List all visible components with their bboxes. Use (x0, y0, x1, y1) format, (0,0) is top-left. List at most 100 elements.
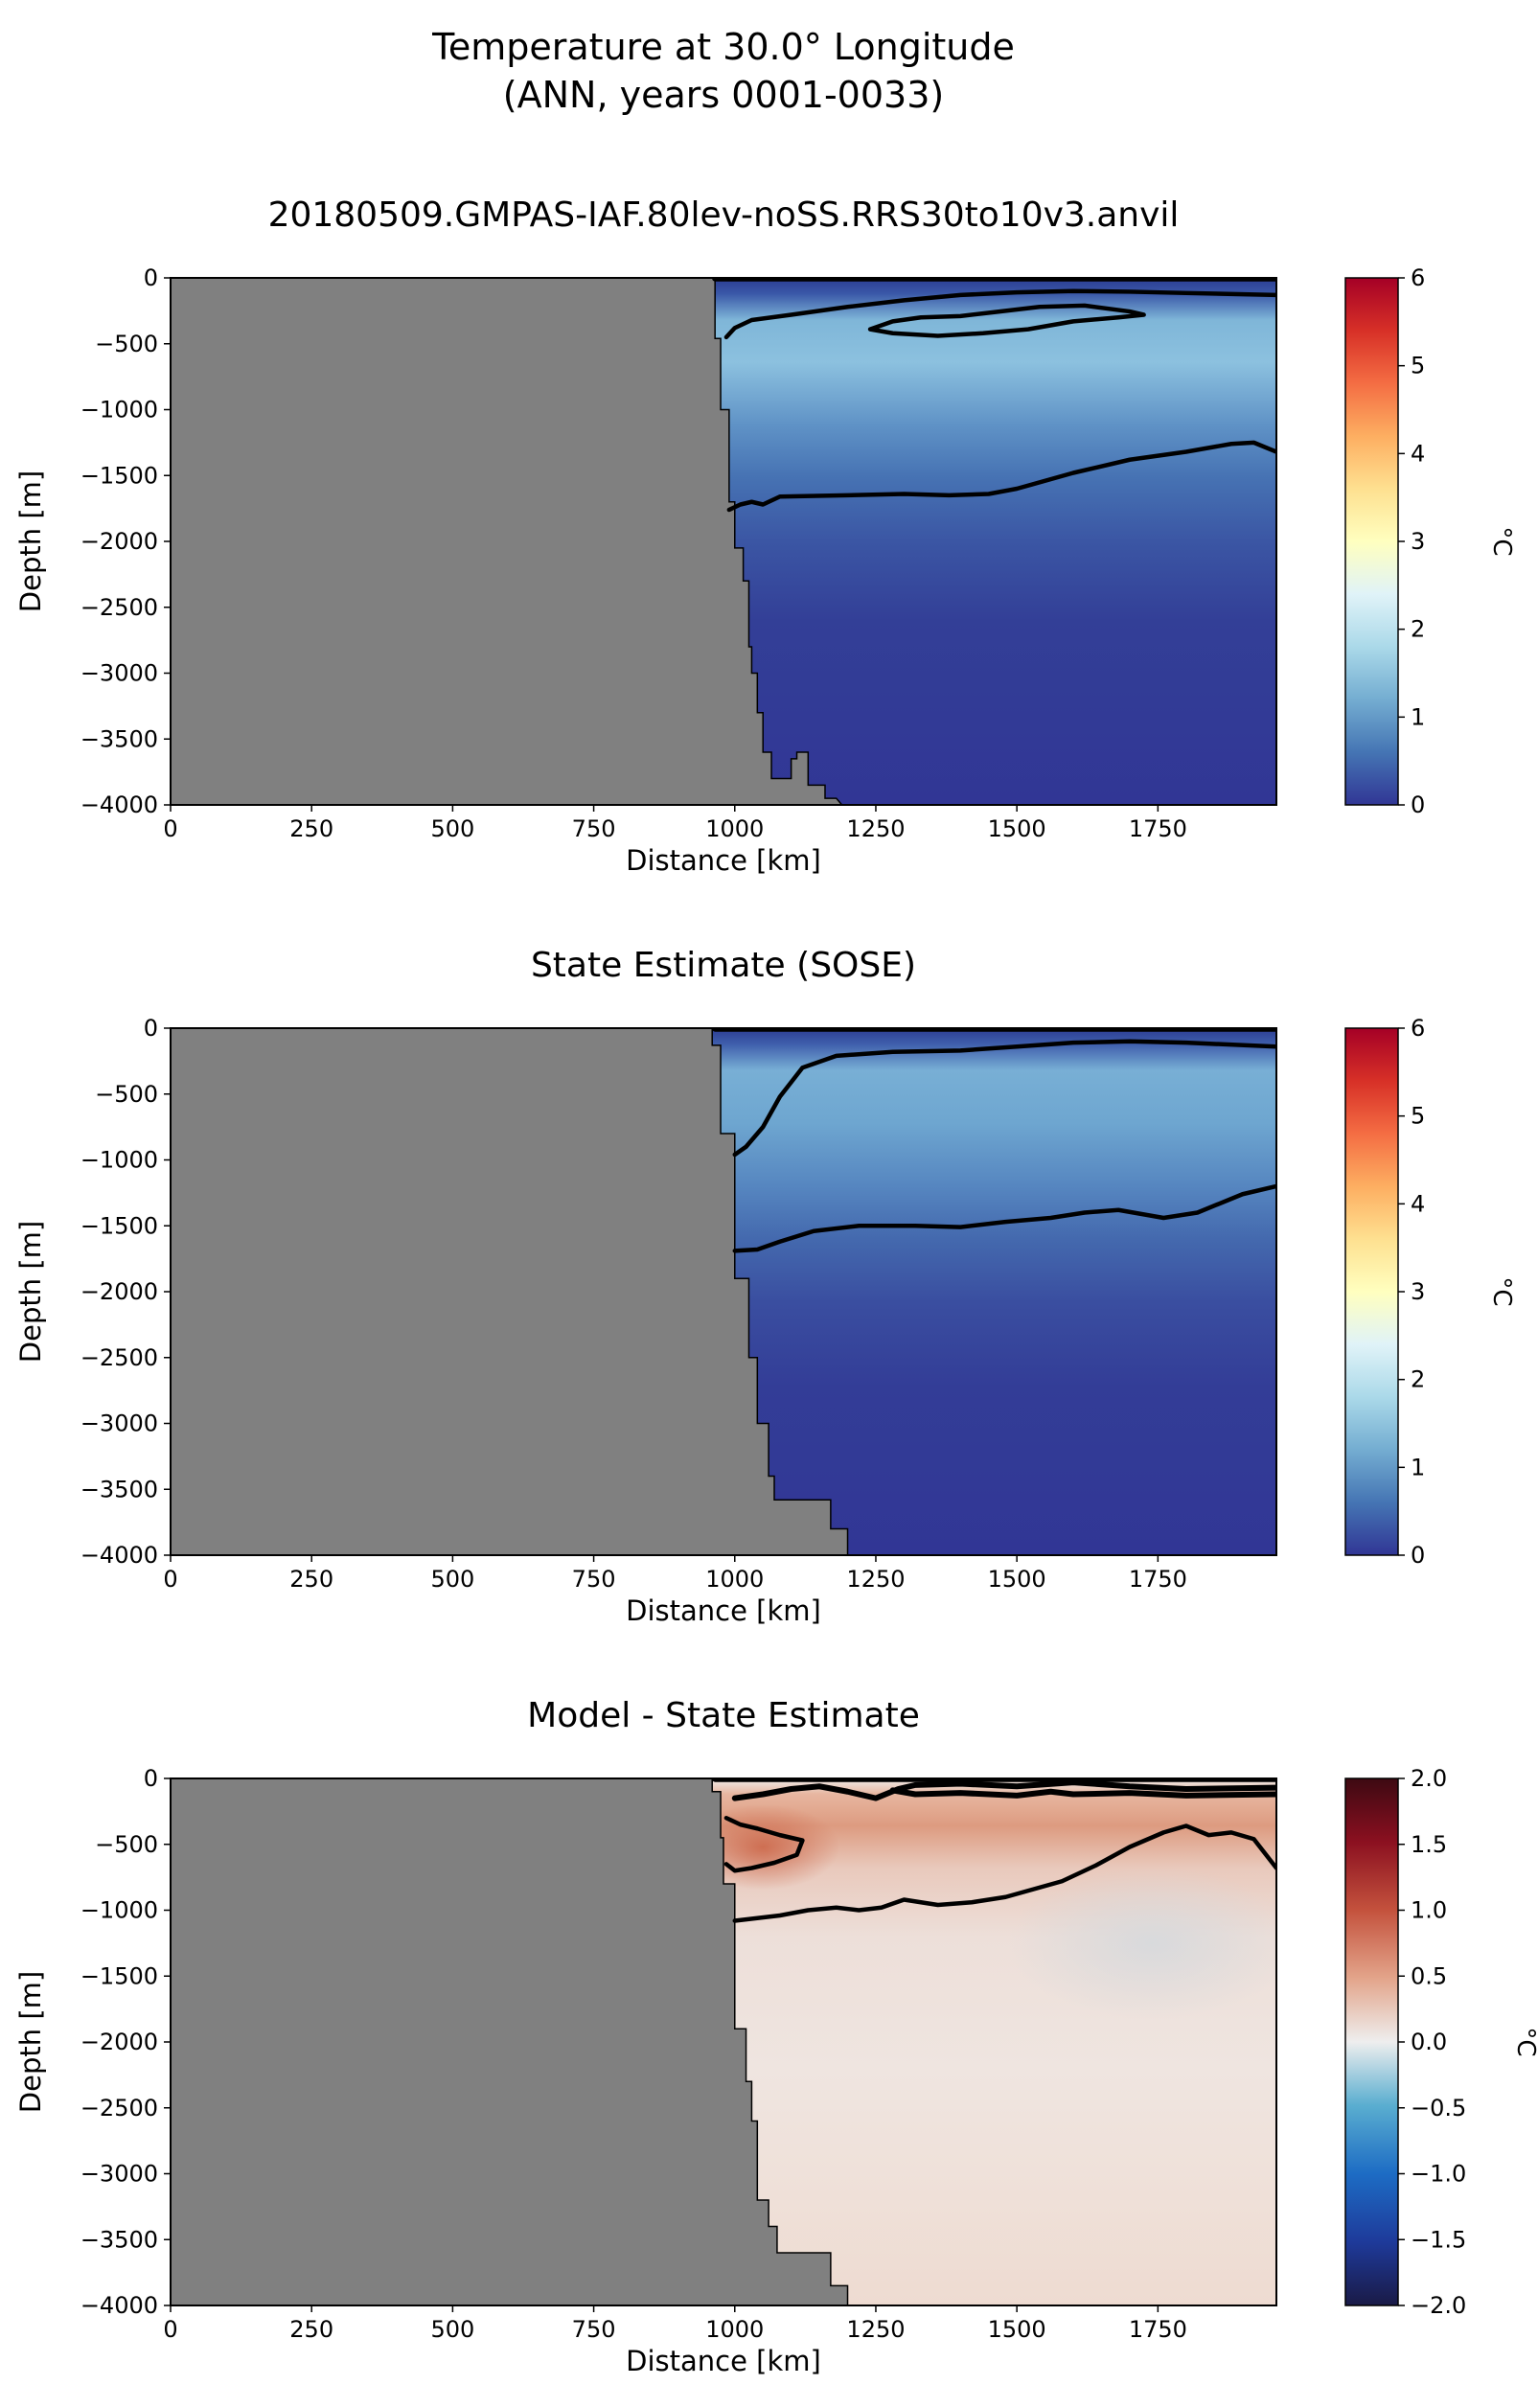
x-tick-label: 1750 (1129, 2316, 1187, 2343)
y-tick-label: −3500 (80, 1476, 158, 1502)
panel-difference: Model - State Estimate 0 250 500 750 1000 1250… (14, 1696, 1538, 2377)
x-axis-label: Distance [km] (626, 844, 821, 877)
cool-anomaly (1008, 1866, 1276, 2020)
x-tick-label: 1500 (988, 815, 1046, 842)
contour-line (732, 1823, 1276, 1923)
contour-line (726, 440, 1276, 513)
panel-model: 20180509.GMPAS-IAF.80lev-noSS.RRS30to10v… (14, 195, 1516, 877)
y-tick-label: −3000 (80, 1410, 158, 1437)
x-tick-label: 500 (430, 2316, 474, 2343)
x-tick-label: 1000 (705, 815, 764, 842)
x-tick-label: 250 (289, 2316, 333, 2343)
colorbar-tick-label: 2.0 (1411, 1765, 1447, 1792)
colorbar (1344, 277, 1399, 806)
y-tick-label: −500 (95, 1081, 158, 1108)
colorbar-tick-label: 1.0 (1411, 1897, 1447, 1924)
x-tick-label: 0 (163, 815, 177, 842)
colorbar-tick-label: −1.5 (1411, 2226, 1466, 2253)
y-tick-label: −3000 (80, 660, 158, 687)
colorbar-tick-label: 1 (1411, 703, 1425, 730)
y-axis-label: Depth [m] (14, 470, 47, 612)
colorbar-tick-label: 2 (1411, 616, 1425, 643)
x-tick-label: 500 (430, 1566, 474, 1593)
temperature-field (171, 278, 1276, 805)
colorbar-tick-label: 5 (1411, 1103, 1425, 1130)
y-tick-label: 0 (144, 1765, 158, 1792)
colorbar-tick-label: 2 (1411, 1366, 1425, 1393)
x-tick-label: 250 (289, 1566, 333, 1593)
colorbar-tick-label: −1.0 (1411, 2161, 1466, 2188)
colorbar-tick-label: 0 (1411, 791, 1425, 818)
y-tick-label: −1500 (80, 1962, 158, 1989)
x-tick-label: 750 (572, 815, 616, 842)
x-tick-label: 1750 (1129, 1566, 1187, 1593)
y-tick-label: −3500 (80, 2226, 158, 2253)
x-tick-label: 1250 (846, 2316, 905, 2343)
y-tick-label: −1000 (80, 1897, 158, 1924)
x-tick-label: 0 (163, 1566, 177, 1593)
x-tick-label: 1250 (846, 1566, 905, 1593)
x-tick-label: 1000 (705, 2316, 764, 2343)
contour-line (889, 1787, 1276, 1799)
panel-state-estimate: State Estimate (SOSE)0 250 500 750 1000 1250 1… (14, 946, 1516, 1627)
temperature-field (171, 1778, 1276, 2305)
colorbar-tick-label: 5 (1411, 353, 1425, 379)
y-tick-label: −500 (95, 1831, 158, 1858)
x-tick-label: 1500 (988, 2316, 1046, 2343)
y-tick-label: −500 (95, 331, 158, 357)
x-tick-label: 1250 (846, 815, 905, 842)
contour-line (723, 1816, 805, 1873)
land-mask (171, 1028, 849, 1555)
colorbar-tick-label: 6 (1411, 1015, 1425, 1042)
colorbar-tick-label: 1.5 (1411, 1831, 1447, 1858)
contour-line (732, 1039, 1276, 1158)
contour-line (867, 303, 1146, 338)
colorbar (1344, 1027, 1399, 1556)
y-tick-label: −4000 (80, 1542, 158, 1569)
y-tick-label: −2000 (80, 1278, 158, 1305)
y-tick-label: −2500 (80, 2095, 158, 2121)
x-tick-label: 1000 (705, 1566, 764, 1593)
y-tick-label: −1500 (80, 1212, 158, 1239)
y-tick-label: −2500 (80, 1344, 158, 1371)
colorbar-tick-label: 3 (1411, 1278, 1425, 1305)
panel-title: 20180509.GMPAS-IAF.80lev-noSS.RRS30to10v… (268, 195, 1180, 235)
contour-line (731, 1779, 1276, 1801)
panel-title: State Estimate (SOSE) (531, 946, 916, 985)
colorbar-label: °C (1487, 1276, 1516, 1306)
land-mask (171, 1778, 849, 2305)
figure-title-line2: (ANN, years 0001-0033) (503, 74, 944, 116)
y-tick-label: −2500 (80, 594, 158, 621)
x-tick-label: 750 (572, 1566, 616, 1593)
x-tick-label: 500 (430, 815, 474, 842)
colorbar-tick-label: 0.0 (1411, 2029, 1447, 2055)
colorbar-tick-label: 0.5 (1411, 1962, 1447, 1989)
panel-title: Model - State Estimate (527, 1696, 920, 1735)
x-axis-label: Distance [km] (626, 1594, 821, 1627)
land-mask (171, 278, 843, 805)
y-tick-label: −2000 (80, 2029, 158, 2055)
warm-lens (686, 1803, 840, 1891)
y-tick-label: −1000 (80, 397, 158, 424)
colorbar-tick-label: −2.0 (1411, 2292, 1466, 2319)
y-tick-label: −4000 (80, 791, 158, 818)
x-tick-label: 0 (163, 2316, 177, 2343)
colorbar-tick-label: 4 (1411, 440, 1425, 467)
colorbar-tick-label: 4 (1411, 1190, 1425, 1217)
y-tick-label: 0 (144, 1015, 158, 1042)
figure-title-line1: Temperature at 30.0° Longitude (431, 26, 1015, 68)
colorbar-tick-label: 1 (1411, 1454, 1425, 1480)
contour-line (723, 288, 1276, 340)
colorbar-tick-label: 6 (1411, 264, 1425, 291)
y-axis-label: Depth [m] (14, 1221, 47, 1363)
y-tick-label: −1500 (80, 462, 158, 489)
contour-line (732, 1183, 1276, 1253)
y-axis-label: Depth [m] (14, 1971, 47, 2113)
y-tick-label: −3000 (80, 2161, 158, 2188)
x-tick-label: 1500 (988, 1566, 1046, 1593)
x-tick-label: 1750 (1129, 815, 1187, 842)
y-tick-label: −4000 (80, 2292, 158, 2319)
y-tick-label: −3500 (80, 725, 158, 752)
x-axis-label: Distance [km] (626, 2345, 821, 2377)
